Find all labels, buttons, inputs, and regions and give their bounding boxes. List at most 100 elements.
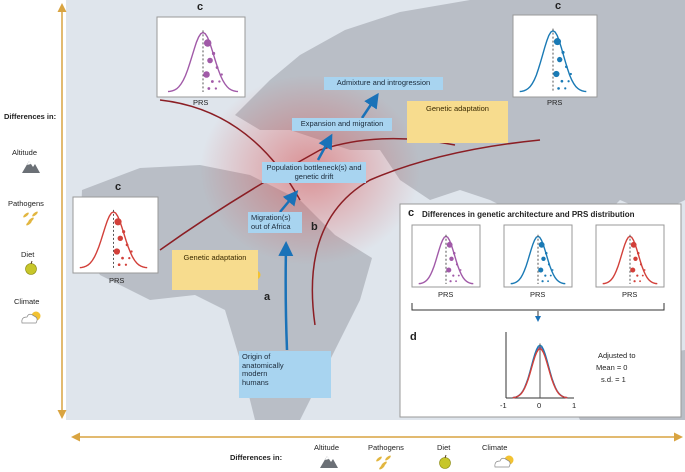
variant-dot	[630, 241, 637, 248]
variant-dot	[541, 256, 546, 261]
variant-dot	[538, 241, 545, 248]
variant-dot	[459, 269, 462, 271]
variant-dot	[636, 251, 640, 255]
migration-arrow	[316, 133, 333, 161]
variant-dot	[122, 230, 126, 234]
event-box: Origin of anatomically modern humans	[239, 351, 331, 398]
panel-label: c	[555, 0, 562, 12]
altitude-icon	[27, 161, 31, 165]
variant-dot	[553, 38, 562, 46]
prs-panel	[156, 16, 246, 98]
variant-dot	[564, 87, 567, 90]
panel-label: a	[264, 291, 271, 303]
variant-dot	[449, 280, 452, 283]
variant-dot	[446, 267, 452, 273]
variant-dot	[636, 274, 639, 277]
range-edge	[311, 139, 541, 326]
variant-dot	[452, 274, 455, 277]
variant-dot	[203, 71, 210, 78]
note: Mean = 0	[596, 363, 628, 372]
variant-dot	[557, 87, 560, 90]
variant-dot	[114, 218, 122, 226]
variant-dot	[547, 263, 551, 266]
climate-icon	[21, 313, 38, 324]
diet-icon	[444, 454, 447, 459]
legend-title: Differences in:	[230, 453, 283, 462]
variant-dot	[455, 263, 459, 266]
pathogen-icon	[26, 220, 32, 226]
event-box: Population bottleneck(s) and genetic dri…	[262, 162, 366, 184]
event-box: Admixture and introgression	[324, 77, 443, 90]
variant-dot	[643, 269, 646, 271]
variant-dot	[207, 87, 211, 90]
variant-dot	[639, 280, 641, 283]
event-box: Expansion and migration	[292, 118, 392, 131]
variant-dot	[541, 280, 544, 283]
variant-dot	[218, 80, 221, 83]
legend-item: Diet	[21, 250, 35, 259]
variant-dot	[630, 267, 636, 273]
variant-dot	[207, 57, 213, 64]
panel-label: d	[410, 331, 417, 343]
variant-dot	[569, 72, 572, 76]
variant-dot	[544, 274, 547, 277]
note: Adjusted to	[598, 351, 636, 360]
panel-label: c	[408, 207, 415, 219]
variant-dot	[551, 269, 554, 271]
variant-dot	[203, 39, 212, 47]
distribution-curve	[167, 31, 239, 93]
variant-dot	[211, 51, 216, 56]
legend-item: Altitude	[12, 148, 38, 157]
variant-dot	[457, 274, 460, 277]
legend-item: Diet	[437, 443, 451, 452]
altitude-icon	[22, 161, 40, 173]
variant-dot	[567, 80, 570, 83]
axis-label: PRS	[530, 290, 546, 299]
variant-dot	[557, 56, 563, 63]
variant-dot	[547, 280, 549, 283]
altitude-icon	[320, 456, 338, 468]
tick-label: 0	[537, 401, 542, 410]
event-box: Migration(s) out of Africa	[248, 212, 302, 234]
axis-label: PRS	[438, 290, 454, 299]
variant-dot	[639, 263, 643, 266]
legend-item: Pathogens	[368, 443, 404, 452]
variant-dot	[121, 256, 124, 260]
legend-item: Climate	[482, 443, 508, 452]
legend-item: Climate	[14, 297, 40, 306]
variant-dot	[210, 80, 214, 83]
pathogen-icon	[23, 212, 29, 218]
variant-dot	[452, 251, 456, 255]
variant-dot	[449, 256, 454, 261]
variant-dot	[641, 274, 644, 277]
axis-label: PRS	[109, 276, 125, 285]
variant-dot	[565, 65, 568, 69]
migration-arrow	[360, 92, 379, 119]
prs-panel	[72, 196, 159, 274]
variant-dot	[549, 274, 552, 277]
pathogen-icon	[379, 464, 385, 470]
pathogen-icon	[385, 455, 391, 461]
distribution-curve	[519, 29, 587, 93]
variant-dot	[128, 256, 131, 260]
variant-dot	[446, 241, 453, 248]
tick-label: -1	[500, 401, 507, 410]
legend-item: Altitude	[314, 443, 340, 452]
inset-title: Differences in genetic architecture and …	[422, 210, 635, 219]
variant-dot	[538, 267, 544, 273]
note: s.d. = 1	[601, 375, 626, 384]
variant-dot	[220, 73, 223, 76]
variant-dot	[117, 263, 121, 267]
variant-dot	[544, 251, 548, 255]
diet-icon	[30, 260, 33, 265]
prs-panel	[512, 14, 598, 98]
tick-label: 1	[572, 401, 577, 410]
climate-icon	[494, 457, 511, 468]
legend-title: Differences in:	[4, 112, 57, 121]
variant-dot	[113, 248, 121, 255]
panel-label: c	[115, 181, 122, 193]
variant-dot	[130, 250, 133, 253]
variant-dot	[633, 256, 638, 261]
variant-dot	[215, 66, 219, 69]
